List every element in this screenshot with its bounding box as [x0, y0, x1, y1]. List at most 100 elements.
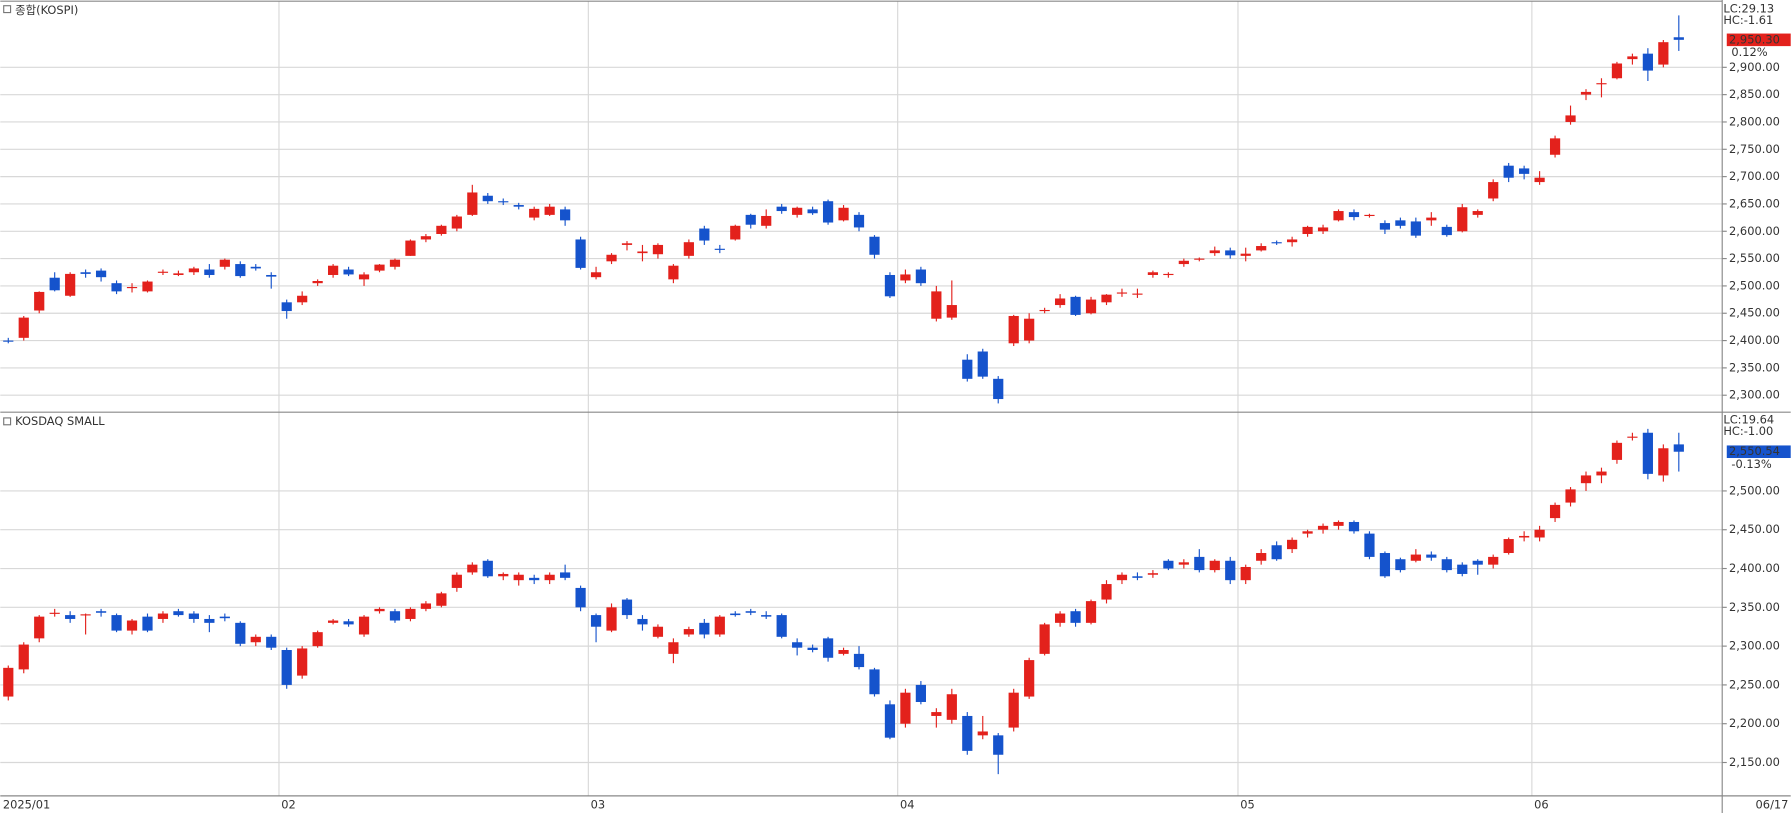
candle-body — [34, 291, 45, 311]
candle-body — [915, 684, 926, 702]
candle-body — [714, 616, 725, 635]
candle-body — [606, 607, 617, 631]
candle-body — [1194, 258, 1205, 260]
y-tick-label: 2,700.00 — [1729, 169, 1780, 183]
candle-body — [80, 272, 91, 274]
candle-body — [436, 593, 447, 606]
candle-body — [946, 305, 957, 318]
candle-body — [126, 287, 138, 289]
candle-body — [1147, 573, 1159, 575]
candle-body — [1611, 442, 1623, 460]
candle-body — [1302, 226, 1313, 235]
change-label: 0.12% — [1731, 45, 1767, 59]
candle-body — [853, 214, 865, 228]
marks-layer — [3, 15, 1684, 775]
candle-body — [1132, 293, 1143, 295]
y-tick-label: 2,750.00 — [1729, 142, 1780, 156]
candle-body — [1472, 560, 1483, 565]
candle-body — [1147, 272, 1159, 275]
candle-body — [560, 209, 571, 221]
candle-body — [1240, 566, 1251, 581]
candle-body — [807, 647, 818, 651]
candle-body — [962, 715, 973, 751]
candle-body — [80, 614, 91, 616]
candle-body — [1317, 227, 1329, 232]
candle-body — [1101, 584, 1112, 600]
candle-body — [745, 611, 756, 613]
candle-body — [1024, 660, 1035, 697]
candle-body — [1333, 521, 1344, 526]
candle-body — [1611, 63, 1623, 79]
y-tick-label: 2,450.00 — [1729, 306, 1780, 320]
candle-body — [266, 274, 277, 277]
last-price-label: 2,950.30 — [1729, 32, 1780, 46]
candle-body — [761, 615, 772, 617]
panel-icon — [3, 417, 12, 426]
candle-body — [1101, 294, 1112, 303]
candle-body — [1534, 177, 1545, 183]
panel-title: 종합(KOSPI) — [15, 3, 78, 17]
candle-body — [977, 731, 988, 736]
candle-body — [776, 615, 787, 637]
candle-body — [3, 340, 14, 342]
candle-body — [1085, 601, 1097, 623]
candle-body — [884, 274, 896, 297]
candle-body — [95, 611, 107, 613]
candle-body — [1317, 525, 1329, 530]
candle-body — [822, 638, 834, 658]
y-tick-label: 2,450.00 — [1729, 522, 1780, 536]
candle-body — [65, 273, 76, 296]
candle-body — [1426, 217, 1437, 221]
candle-body — [343, 621, 354, 625]
candle-body — [621, 243, 633, 245]
candle-body — [1163, 560, 1174, 569]
y-tick-label: 2,350.00 — [1729, 600, 1780, 614]
candle-body — [761, 215, 772, 226]
x-tick-label: 02 — [281, 798, 296, 812]
candle-body — [668, 642, 679, 654]
candle-body — [1348, 212, 1360, 218]
candle-body — [1596, 83, 1607, 85]
x-tick-label: 06 — [1534, 798, 1549, 812]
candle-body — [3, 667, 14, 697]
candle-body — [343, 269, 354, 275]
candle-body — [606, 254, 617, 262]
candle-body — [1225, 560, 1236, 581]
candle-body — [157, 271, 169, 273]
candle-body — [637, 251, 648, 254]
candle-body — [1627, 436, 1638, 438]
candle-body — [1565, 115, 1576, 122]
candle-body — [730, 225, 741, 240]
y-tick-label: 2,300.00 — [1729, 388, 1780, 402]
candle-body — [807, 209, 818, 214]
candle-body — [683, 242, 694, 256]
candle-body — [931, 712, 942, 716]
candle-body — [544, 574, 555, 581]
candle-body — [513, 574, 524, 581]
candle-body — [297, 295, 308, 303]
candle-body — [1503, 539, 1514, 554]
candle-body — [1457, 564, 1468, 574]
y-tick-label: 2,300.00 — [1729, 639, 1780, 653]
candle-body — [1642, 53, 1653, 71]
y-tick-label: 2,200.00 — [1729, 716, 1780, 730]
candle-body — [219, 259, 230, 267]
candle-body — [1364, 533, 1375, 557]
candle-body — [1441, 226, 1452, 236]
candle-body — [374, 264, 385, 271]
candle-body — [652, 626, 664, 637]
candle-body — [1085, 299, 1097, 314]
lc-label: LC:29.13 — [1723, 2, 1774, 16]
y-tick-label: 2,550.00 — [1729, 251, 1780, 265]
candle-body — [575, 239, 586, 268]
candle-body — [374, 608, 385, 612]
x-tick-label: 04 — [900, 798, 915, 812]
candle-body — [1364, 214, 1375, 217]
candle-body — [95, 270, 107, 278]
candle-body — [513, 205, 524, 207]
hc-label: HC:-1.00 — [1723, 424, 1773, 438]
candle-body — [962, 359, 973, 379]
candle-body — [1441, 559, 1452, 571]
candle-body — [389, 259, 401, 267]
